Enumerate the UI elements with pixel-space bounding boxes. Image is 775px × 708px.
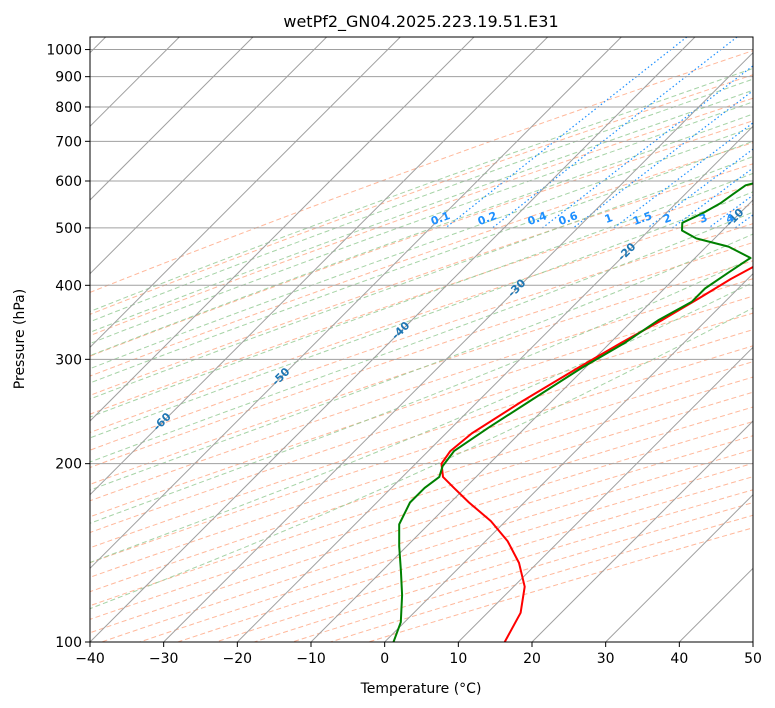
x-tick-label: 20 xyxy=(523,651,541,667)
mixing-ratio-label: 0.6 xyxy=(557,209,580,228)
plot-frame xyxy=(89,36,754,643)
y-tick-label: 800 xyxy=(55,100,82,116)
y-tick-label: 100 xyxy=(55,635,82,651)
dry-adiabat-line xyxy=(90,241,753,469)
y-tick-label: 300 xyxy=(55,352,82,368)
dry-adiabat-line xyxy=(90,183,753,415)
mixing-ratio-label: 0.2 xyxy=(476,209,499,228)
isotherm-line xyxy=(605,493,753,642)
mixing-ratio-label: 3 xyxy=(698,211,710,226)
isotherm-line xyxy=(236,125,753,642)
x-axis-title: Temperature (°C) xyxy=(360,681,482,697)
dry-adiabat-line xyxy=(215,476,753,642)
isotherm-line xyxy=(90,37,254,201)
x-tick-label: −40 xyxy=(75,651,105,667)
isotherm-line xyxy=(163,51,753,642)
moist-adiabat-line xyxy=(90,172,753,418)
dewpoint-profile-line xyxy=(392,182,753,642)
y-tick-label: 900 xyxy=(55,70,82,86)
y-tick-label: 600 xyxy=(55,174,82,190)
isotherm-line xyxy=(90,37,328,275)
dry-adiabat-line xyxy=(90,345,753,564)
dry-adiabat-line xyxy=(90,361,753,578)
y-tick-label: 200 xyxy=(55,457,82,473)
mixing-ratio-line xyxy=(672,167,753,229)
isotherm-line xyxy=(90,37,401,349)
y-tick-label: 500 xyxy=(55,221,82,237)
dry-adiabat-line xyxy=(90,329,753,549)
dry-adiabat-line xyxy=(139,449,753,642)
x-tick-label: −10 xyxy=(296,651,326,667)
dry-adiabat-line xyxy=(101,435,753,642)
isotherm-line xyxy=(90,37,622,570)
mixing-ratio-label: 0.4 xyxy=(526,209,549,228)
temperature-profile-line xyxy=(440,265,753,642)
x-tick-label: 50 xyxy=(744,651,762,667)
y-tick-label: 1000 xyxy=(46,43,82,59)
isotherm-line xyxy=(457,346,753,642)
mixing-ratio-label: 2 xyxy=(661,211,673,226)
mixing-ratio-label: 4 xyxy=(724,211,736,226)
x-tick-label: −30 xyxy=(149,651,179,667)
x-tick-label: −20 xyxy=(223,651,253,667)
isotherm-line xyxy=(90,37,475,422)
mixing-ratio-label: 1.5 xyxy=(631,209,654,228)
dry-adiabat-line xyxy=(177,462,753,642)
isotherm-line xyxy=(90,37,549,496)
moist-adiabat-line xyxy=(90,156,753,400)
dry-adiabat-line xyxy=(254,489,753,642)
dry-adiabat-line xyxy=(90,120,753,357)
dry-adiabat-line xyxy=(90,142,753,377)
mixing-ratio-label: 1 xyxy=(603,211,615,226)
chart-title: wetPf2_GN04.2025.223.19.51.E31 xyxy=(283,12,558,32)
x-tick-label: 10 xyxy=(449,651,467,667)
dry-adiabat-line xyxy=(90,203,753,433)
mixing-ratio-line xyxy=(542,65,753,229)
mixing-ratio-line xyxy=(572,89,753,229)
axes: −40 −30 −20 −10 0 10 20 30 40 50 100 200 300 400 500 60… xyxy=(46,43,762,667)
plot-area: -100-90-80-70-60-50-40-30-20-10010203040… xyxy=(90,37,753,642)
moist-adiabat-line xyxy=(90,307,753,610)
isotherm-line xyxy=(531,420,753,642)
isotherm-line xyxy=(384,272,753,642)
moist-adiabat-line xyxy=(90,257,753,524)
x-tick-label: 30 xyxy=(597,651,615,667)
dry-adiabat-line xyxy=(90,278,753,502)
x-tick-label: 40 xyxy=(670,651,688,667)
x-tick-label: 0 xyxy=(380,651,389,667)
moist-adiabat-line xyxy=(90,211,753,463)
y-tick-label: 400 xyxy=(55,278,82,294)
moist-adiabat-line xyxy=(90,78,753,323)
mixing-ratio-label: 0.1 xyxy=(429,209,452,228)
y-axis-title: Pressure (hPa) xyxy=(12,289,28,389)
isotherm-line xyxy=(310,199,753,642)
dry-adiabat-line xyxy=(90,312,753,534)
moist-adiabat-line xyxy=(90,101,753,345)
dry-adiabat-line xyxy=(90,376,753,593)
isotherm-line xyxy=(90,37,696,642)
dry-adiabat-line xyxy=(90,223,753,451)
y-tick-label: 700 xyxy=(55,134,82,150)
